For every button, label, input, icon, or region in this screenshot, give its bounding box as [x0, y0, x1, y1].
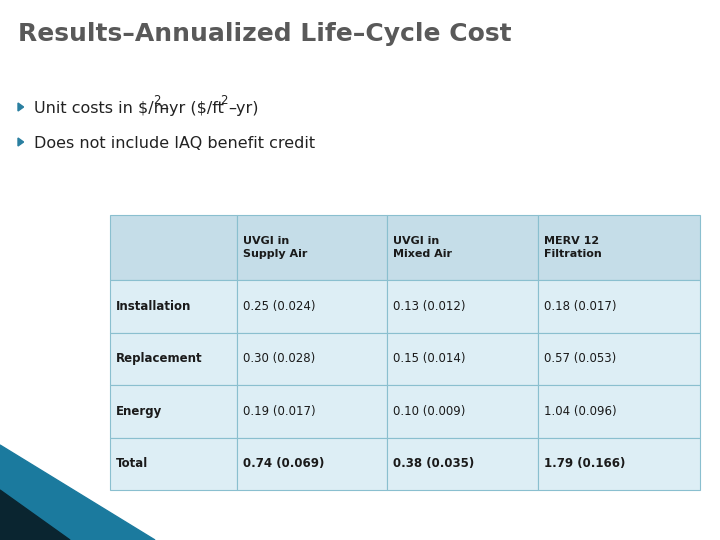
Text: 0.13 (0.012): 0.13 (0.012)	[393, 300, 466, 313]
Text: –yr ($/ft: –yr ($/ft	[161, 100, 224, 116]
Text: 0.18 (0.017): 0.18 (0.017)	[544, 300, 616, 313]
Bar	[387, 437, 538, 490]
Text: 0.19 (0.017): 0.19 (0.017)	[243, 405, 315, 418]
Text: 0.25 (0.024): 0.25 (0.024)	[243, 300, 315, 313]
Bar	[110, 333, 237, 385]
Text: Unit costs in $/m: Unit costs in $/m	[34, 100, 169, 116]
Text: 2: 2	[153, 94, 161, 107]
Bar	[110, 215, 237, 280]
Text: Does not include IAQ benefit credit: Does not include IAQ benefit credit	[34, 136, 315, 151]
Text: UVGI in
Supply Air: UVGI in Supply Air	[243, 237, 307, 259]
Text: Energy: Energy	[116, 405, 162, 418]
Text: Installation: Installation	[116, 300, 192, 313]
Text: Total: Total	[116, 457, 148, 470]
Bar	[538, 215, 700, 280]
Polygon shape	[18, 138, 24, 146]
Bar	[387, 333, 538, 385]
Bar	[110, 385, 237, 437]
Text: 2: 2	[220, 94, 228, 107]
Text: 0.15 (0.014): 0.15 (0.014)	[393, 352, 466, 365]
Bar	[237, 280, 387, 333]
Bar	[237, 215, 387, 280]
Bar	[538, 385, 700, 437]
Bar	[237, 385, 387, 437]
Text: –yr): –yr)	[228, 100, 258, 116]
Text: 0.74 (0.069): 0.74 (0.069)	[243, 457, 324, 470]
Text: Results–Annualized Life–Cycle Cost: Results–Annualized Life–Cycle Cost	[18, 22, 512, 46]
Text: 0.10 (0.009): 0.10 (0.009)	[393, 405, 466, 418]
Text: Replacement: Replacement	[116, 352, 202, 365]
Bar	[237, 333, 387, 385]
Bar	[538, 280, 700, 333]
Text: 0.57 (0.053): 0.57 (0.053)	[544, 352, 616, 365]
Text: 0.30 (0.028): 0.30 (0.028)	[243, 352, 315, 365]
Bar	[387, 215, 538, 280]
Text: MERV 12
Filtration: MERV 12 Filtration	[544, 237, 601, 259]
Bar	[387, 385, 538, 437]
Polygon shape	[0, 490, 70, 540]
Text: 0.38 (0.035): 0.38 (0.035)	[393, 457, 474, 470]
Bar	[237, 437, 387, 490]
Bar	[110, 280, 237, 333]
Polygon shape	[0, 445, 155, 540]
Text: 1.04 (0.096): 1.04 (0.096)	[544, 405, 616, 418]
Polygon shape	[18, 103, 24, 111]
Text: UVGI in
Mixed Air: UVGI in Mixed Air	[393, 237, 452, 259]
Bar	[538, 437, 700, 490]
Bar	[538, 333, 700, 385]
Bar	[387, 280, 538, 333]
Text: 1.79 (0.166): 1.79 (0.166)	[544, 457, 625, 470]
Bar	[110, 437, 237, 490]
